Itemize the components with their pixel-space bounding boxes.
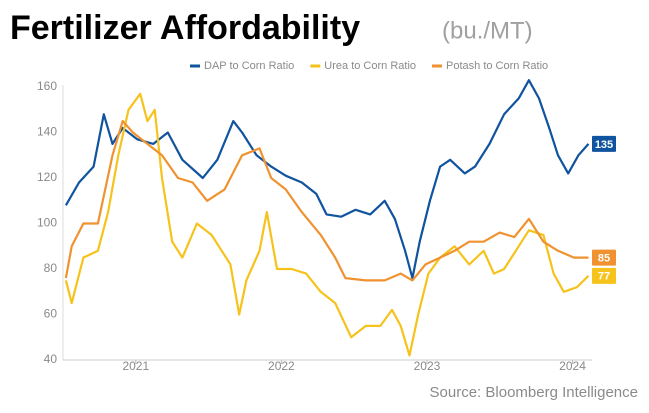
series-line: [64, 120, 589, 282]
end-label-box: [592, 267, 616, 284]
chart-subtitle: (bu./MT): [442, 17, 533, 44]
y-tick-label: 60: [44, 307, 58, 321]
chart-title: Fertilizer Affordability: [10, 9, 360, 47]
x-tick-label: 2022: [268, 359, 295, 373]
legend-label: DAP to Corn Ratio: [204, 60, 294, 72]
y-tick-label: 120: [37, 170, 57, 184]
y-tick-label: 140: [37, 125, 57, 139]
end-label: 135: [595, 139, 613, 151]
series-line: [64, 79, 590, 280]
x-tick-label: 2024: [559, 359, 586, 373]
end-label: 77: [598, 271, 610, 283]
end-label: 85: [598, 253, 610, 265]
end-label-box: [592, 249, 616, 266]
y-tick-label: 160: [37, 79, 57, 93]
legend-label: Urea to Corn Ratio: [324, 60, 416, 72]
x-tick-label: 2023: [414, 359, 441, 373]
y-tick-label: 40: [44, 352, 58, 366]
y-tick-label: 80: [44, 261, 58, 275]
source: Source: Bloomberg Intelligence: [430, 384, 638, 401]
y-tick-label: 100: [37, 216, 57, 230]
legend-label: Potash to Corn Ratio: [446, 60, 548, 72]
series-line: [64, 92, 590, 357]
x-tick-label: 2021: [122, 359, 149, 373]
end-label-box: [592, 135, 616, 152]
